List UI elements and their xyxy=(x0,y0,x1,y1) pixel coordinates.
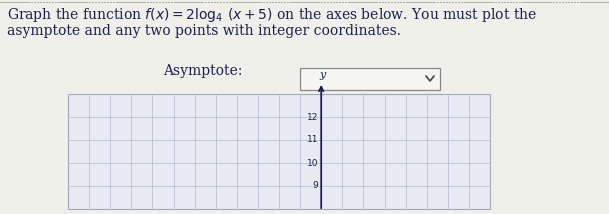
FancyBboxPatch shape xyxy=(68,94,490,209)
Text: asymptote and any two points with integer coordinates.: asymptote and any two points with intege… xyxy=(7,24,401,38)
Text: Asymptote:: Asymptote: xyxy=(163,64,242,78)
Text: 11: 11 xyxy=(307,135,318,144)
Text: 9: 9 xyxy=(312,181,318,190)
FancyBboxPatch shape xyxy=(300,68,440,90)
Text: 10: 10 xyxy=(307,159,318,168)
Text: 12: 12 xyxy=(307,113,318,122)
Text: Graph the function $f(x) = 2\log_4\,(x+5)$ on the axes below. You must plot the: Graph the function $f(x) = 2\log_4\,(x+5… xyxy=(7,6,537,24)
Text: y: y xyxy=(319,70,325,80)
